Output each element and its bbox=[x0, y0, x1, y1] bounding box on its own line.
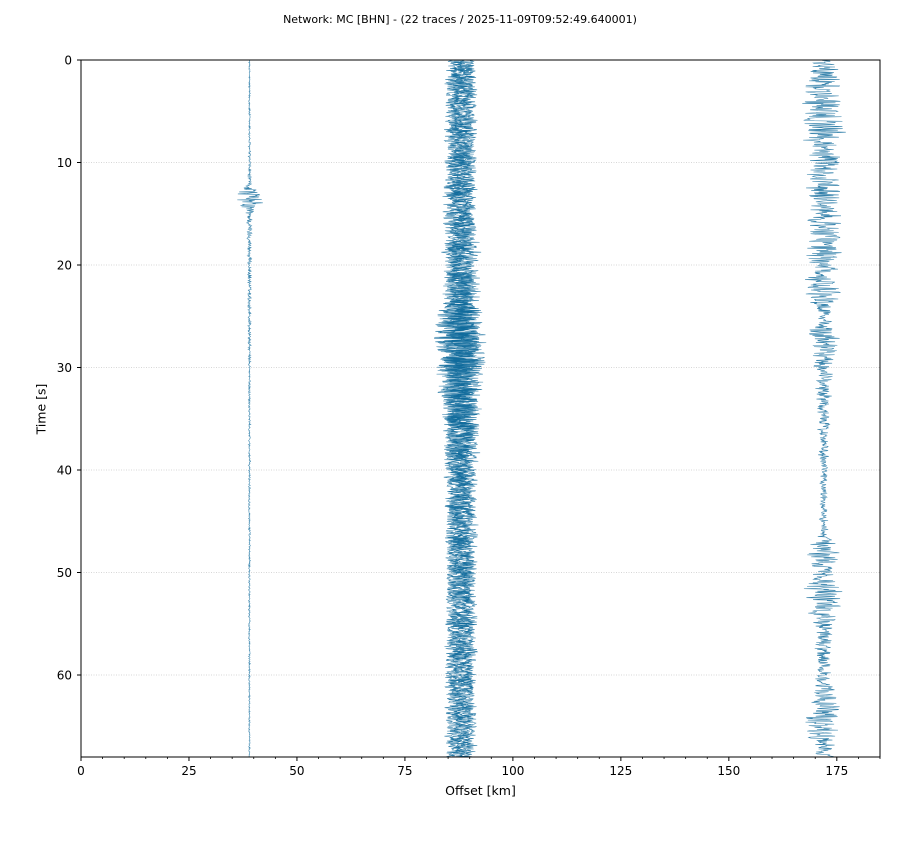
x-tick-label: 175 bbox=[825, 764, 848, 778]
y-tick-label: 60 bbox=[57, 669, 72, 683]
x-axis-ticks: 0 25 50 75 100 125 150 175 bbox=[77, 757, 881, 778]
y-tick-label: 30 bbox=[57, 361, 72, 375]
seismic-trace bbox=[438, 59, 483, 758]
y-axis-ticks: 0 10 20 30 40 50 60 bbox=[57, 54, 81, 683]
y-tick-label: 20 bbox=[57, 259, 72, 273]
y-tick-label: 40 bbox=[57, 464, 72, 478]
x-tick-label: 100 bbox=[501, 764, 524, 778]
x-tick-label: 50 bbox=[289, 764, 304, 778]
x-tick-label: 125 bbox=[609, 764, 632, 778]
y-tick-label: 10 bbox=[57, 156, 72, 170]
seismic-trace bbox=[451, 59, 487, 758]
x-tick-label: 0 bbox=[77, 764, 85, 778]
trace-layer bbox=[237, 59, 846, 758]
axes-frame bbox=[80, 59, 881, 758]
x-tick-label: 150 bbox=[717, 764, 740, 778]
chart-title: Network: MC [BHN] - (22 traces / 2025-11… bbox=[283, 13, 637, 26]
y-tick-label: 0 bbox=[64, 54, 72, 68]
y-tick-label: 50 bbox=[57, 566, 72, 580]
y-axis-label: Time [s] bbox=[33, 383, 49, 435]
seismic-trace bbox=[802, 59, 846, 758]
x-axis-label: Offset [km] bbox=[445, 783, 516, 798]
x-tick-label: 25 bbox=[181, 764, 196, 778]
x-tick-label: 75 bbox=[397, 764, 412, 778]
grid-lines bbox=[81, 59, 880, 676]
seismic-trace bbox=[237, 59, 263, 758]
